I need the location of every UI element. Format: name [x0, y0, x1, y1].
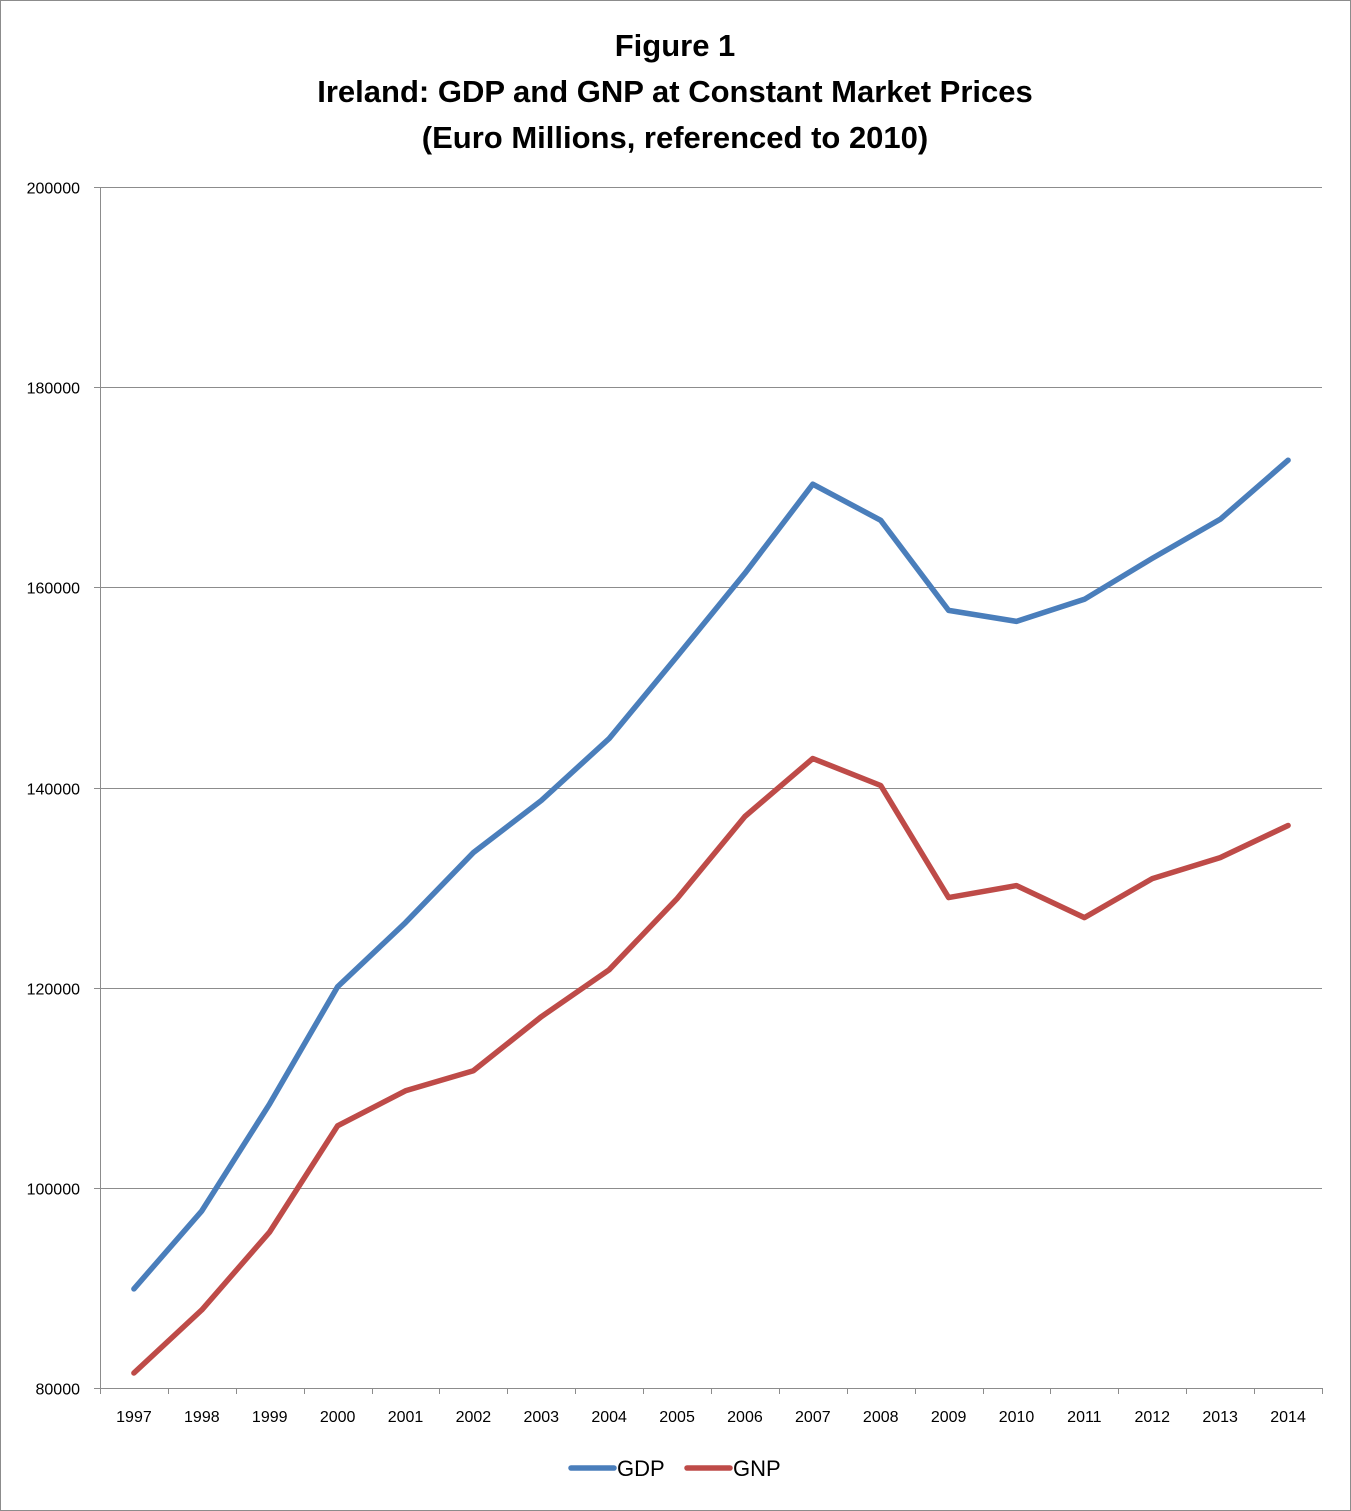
- x-tick-label: 2001: [388, 1409, 424, 1426]
- x-tick-label: 2005: [659, 1409, 695, 1426]
- x-tick-label: 2012: [1134, 1409, 1170, 1426]
- y-tick-label: 120000: [27, 982, 80, 999]
- y-tick-label: 160000: [27, 581, 80, 598]
- y-tick-label: 200000: [27, 181, 80, 198]
- legend: GDP GNP: [568, 1456, 781, 1481]
- x-tick-labels: 1997 1998 1999 2000 2001 2002 2003 2004 2005 2006…: [116, 1409, 1306, 1426]
- chart-title: Figure 1 Ireland: GDP and GNP at Constan…: [317, 28, 1033, 155]
- series-line-gdp: [131, 457, 1291, 1292]
- x-tick-label: 2014: [1270, 1409, 1306, 1426]
- x-tick-label: 2002: [456, 1409, 492, 1426]
- x-tick-label: 2010: [999, 1409, 1035, 1426]
- y-tick-label: 80000: [36, 1382, 81, 1399]
- x-tick-label: 1998: [184, 1409, 220, 1426]
- chart-title-line-1: Figure 1: [615, 28, 736, 63]
- x-tick-label: 1997: [116, 1409, 152, 1426]
- axes: [94, 187, 1323, 1394]
- x-tick-label: 2008: [863, 1409, 899, 1426]
- series-lines: [131, 457, 1291, 1376]
- x-tick-label: 1999: [252, 1409, 288, 1426]
- x-tick-label: 2003: [523, 1409, 559, 1426]
- y-tick-label: 100000: [27, 1182, 80, 1199]
- x-tick-label: 2009: [931, 1409, 967, 1426]
- legend-label-gdp: GDP: [617, 1456, 665, 1481]
- x-tick-label: 2004: [591, 1409, 627, 1426]
- chart-title-line-3: (Euro Millions, referenced to 2010): [422, 120, 928, 155]
- x-tick-label: 2011: [1067, 1409, 1102, 1426]
- y-tick-labels: 80000 100000 120000 140000 160000 180000 20000…: [27, 181, 80, 1399]
- y-tick-label: 180000: [27, 381, 80, 398]
- x-tick-label: 2013: [1202, 1409, 1238, 1426]
- gridlines: [100, 187, 1322, 1189]
- legend-label-gnp: GNP: [733, 1456, 781, 1481]
- x-tick-label: 2007: [795, 1409, 831, 1426]
- y-tick-label: 140000: [27, 782, 80, 799]
- x-tick-label: 2006: [727, 1409, 763, 1426]
- chart-title-line-2: Ireland: GDP and GNP at Constant Market …: [317, 74, 1033, 109]
- series-line-gnp: [131, 755, 1291, 1376]
- x-tick-label: 2000: [320, 1409, 356, 1426]
